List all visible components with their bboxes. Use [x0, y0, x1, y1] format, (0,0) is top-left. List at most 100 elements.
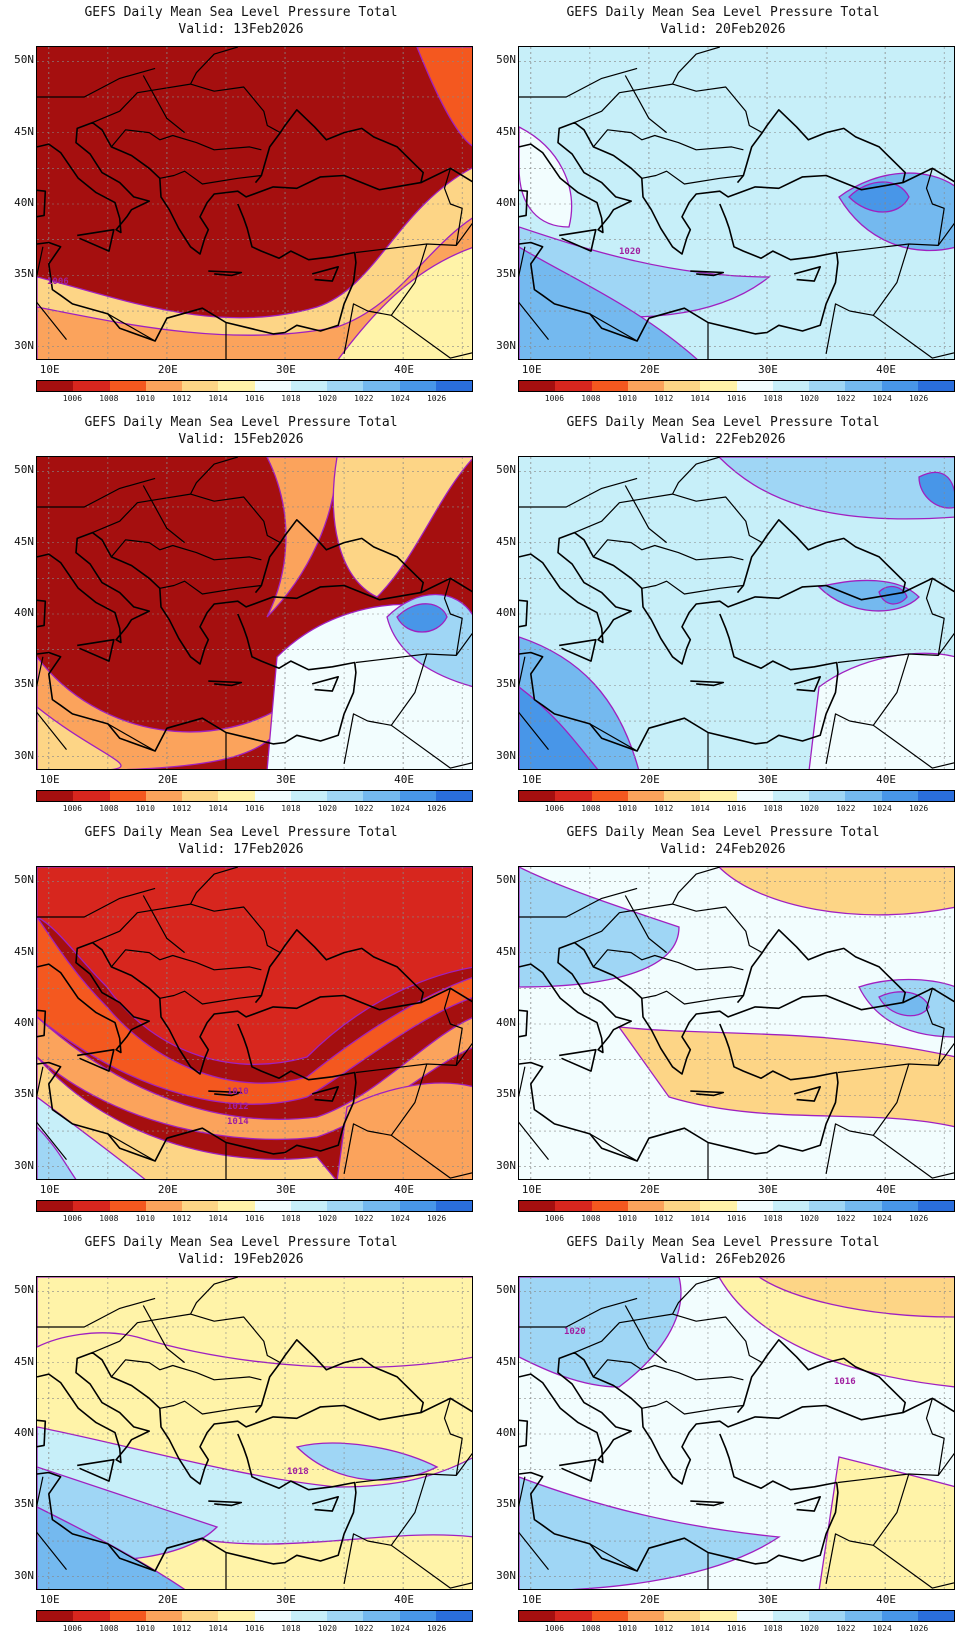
colorbar-swatch: [881, 1201, 918, 1211]
pressure-band: [37, 1126, 77, 1179]
longitude-label: 20E: [157, 1593, 178, 1606]
colorbar-tick-label: 1018: [281, 1624, 301, 1633]
country-border: [390, 1544, 472, 1589]
country-border: [37, 477, 156, 508]
pressure-band: [37, 915, 472, 1105]
latitude-label: 35N: [496, 677, 516, 691]
colorbar-swatch: [917, 791, 954, 801]
country-border: [592, 1359, 744, 1381]
colorbar-tick-label: 1008: [99, 1214, 119, 1223]
contour-label: 1018: [287, 1467, 309, 1477]
colorbar-tick-label: 1006: [62, 1214, 83, 1223]
longitude-label: 30E: [276, 363, 296, 376]
colorbar-swatch: [809, 791, 846, 801]
colorbar-swatch: [73, 1201, 110, 1211]
country-border: [589, 1543, 638, 1572]
colorbar-swatch: [327, 791, 364, 801]
colorbar-tick-label: 1012: [654, 1624, 674, 1633]
colorbar-swatch: [700, 1201, 737, 1211]
colorbar-tick-label: 1024: [390, 1214, 410, 1223]
colorbar-tick-label: 1022: [836, 804, 856, 813]
colorbar-swatch: [399, 1611, 436, 1621]
panel-valid-date: Valid: 13Feb2026: [178, 22, 304, 37]
colorbar-tick-label: 1024: [872, 804, 892, 813]
colorbar-swatch: [809, 1201, 846, 1211]
panel-title: GEFS Daily Mean Sea Level Pressure Total: [84, 415, 398, 430]
coastline: [902, 577, 954, 594]
longitude-label: 20E: [639, 1183, 660, 1196]
latitude-label: 35N: [496, 1087, 516, 1101]
colorbar-swatch: [772, 381, 809, 391]
colorbar-swatch: [182, 381, 219, 391]
coastline: [519, 1023, 839, 1162]
coastline: [519, 1433, 839, 1572]
colorbar-tick-label: 1010: [617, 1214, 637, 1223]
colorbar-tick-label: 1026: [426, 394, 447, 403]
colorbar-tick-label: 1026: [426, 804, 447, 813]
colorbar-swatch: [363, 381, 400, 391]
latitude-label: 50N: [496, 1283, 516, 1297]
colorbar-tick-label: 1022: [836, 1214, 856, 1223]
colorbar-swatch: [917, 381, 954, 391]
contour-label: 1006: [47, 277, 69, 287]
colorbar-tick-label: 1024: [390, 1624, 410, 1633]
country-border: [355, 1452, 472, 1484]
latitude-label: 40N: [14, 196, 34, 209]
pressure-band: [396, 603, 448, 633]
country-border: [837, 222, 954, 254]
colorbar-tick-label: 1018: [281, 394, 301, 403]
country-border: [519, 656, 549, 750]
colorbar-swatch: [182, 1201, 219, 1211]
colorbar-swatch: [290, 1611, 327, 1621]
colorbar-tick-label: 1008: [581, 394, 601, 403]
colorbar-swatch: [73, 381, 110, 391]
colorbar-tick-label: 1008: [99, 394, 119, 403]
latitude-label: 30N: [14, 338, 34, 352]
latitude-label: 45N: [14, 534, 34, 548]
colorbar-swatch: [736, 1611, 773, 1621]
colorbar-tick-label: 1008: [581, 1624, 601, 1633]
country-border: [925, 988, 945, 1066]
colorbar-tick-label: 1020: [317, 1624, 337, 1633]
colorbar-tick-label: 1022: [354, 1624, 374, 1633]
pressure-band: [818, 1456, 954, 1589]
country-border: [107, 1133, 156, 1162]
latitude-label: 30N: [14, 1568, 34, 1582]
colorbar-swatch: [37, 791, 74, 801]
coastline: [77, 1458, 115, 1482]
latitude-label: 40N: [496, 1016, 516, 1029]
colorbar-swatch: [519, 1611, 556, 1621]
contour-label: 1020: [564, 1327, 586, 1337]
colorbar-swatch: [435, 1201, 472, 1211]
colorbar-swatch: [109, 1201, 146, 1211]
country-border: [92, 903, 281, 954]
colorbar-tick-label: 1016: [244, 1214, 265, 1223]
colorbar-tick-label: 1018: [281, 1214, 301, 1223]
latitude-label: 35N: [14, 267, 34, 281]
coastline: [559, 1458, 597, 1482]
map-canvas: [37, 1277, 472, 1589]
latitude-label: 45N: [496, 944, 516, 958]
longitude-label: 40E: [394, 773, 414, 786]
pressure-band: [519, 126, 573, 228]
colorbar-tick-label: 1016: [244, 1624, 265, 1633]
panel-title: GEFS Daily Mean Sea Level Pressure Total: [84, 5, 398, 20]
country-border: [443, 988, 463, 1066]
map-canvas: [519, 867, 954, 1179]
map-canvas: [37, 47, 472, 359]
coastline: [208, 1500, 243, 1507]
colorbar: [518, 1200, 955, 1212]
coastline: [77, 228, 115, 252]
colorbar-swatch: [627, 1611, 664, 1621]
colorbar-swatch: [109, 381, 146, 391]
longitude-label: 20E: [639, 1593, 660, 1606]
coastline: [311, 676, 339, 692]
colorbar-swatch: [772, 1611, 809, 1621]
coastline: [519, 613, 839, 752]
country-border: [592, 539, 744, 561]
longitude-label: 30E: [758, 363, 778, 376]
latitude-label: 30N: [496, 1568, 516, 1582]
colorbar-tick-label: 1010: [617, 394, 637, 403]
coastline: [559, 638, 597, 662]
coastline: [37, 1433, 357, 1572]
